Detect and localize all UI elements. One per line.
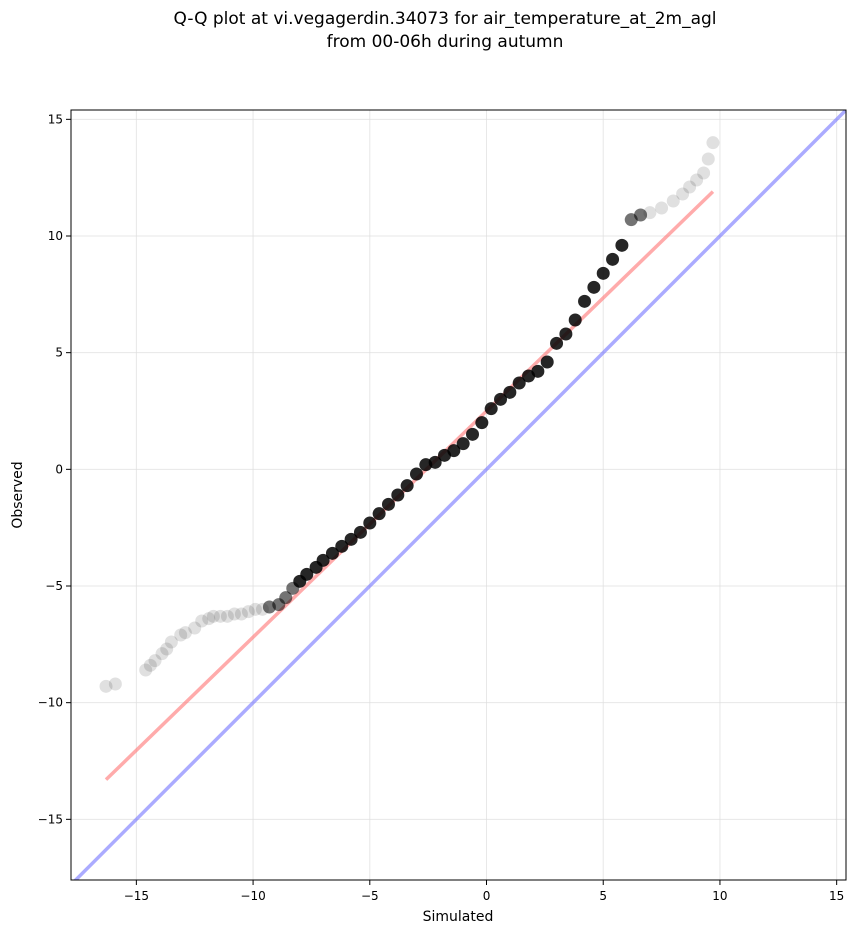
data-point [148, 654, 162, 668]
x-tick-label-3: 0 [483, 889, 491, 903]
identity-line [73, 110, 846, 880]
data-point [578, 294, 592, 308]
data-point [325, 546, 339, 560]
data-point [363, 516, 377, 530]
x-tick-label-2: −5 [361, 889, 379, 903]
x-tick-label-4: 5 [599, 889, 607, 903]
data-point [643, 206, 657, 220]
y-axis-label: Observed [10, 461, 26, 528]
data-point [676, 187, 690, 201]
data-point [706, 136, 720, 150]
data-point [559, 327, 573, 341]
data-point [316, 553, 330, 567]
y-tick-label-3: 0 [55, 462, 63, 476]
data-point [409, 467, 423, 481]
y-tick-label-0: −15 [38, 812, 63, 826]
data-point [372, 507, 386, 521]
data-point [634, 208, 648, 222]
chart-title-line-2: from 00-06h during autumn [327, 32, 564, 52]
x-axis-label: Simulated [423, 909, 494, 925]
data-point [206, 609, 220, 623]
data-point [615, 238, 629, 252]
data-point [568, 313, 582, 327]
data-point [234, 607, 248, 621]
data-point [540, 355, 554, 369]
data-point [178, 626, 192, 640]
data-point [195, 614, 209, 628]
data-point [139, 663, 153, 677]
data-point [683, 180, 697, 194]
data-point [202, 612, 216, 626]
data-point [300, 567, 314, 581]
x-tick-label-5: 10 [712, 889, 727, 903]
data-point [164, 635, 178, 649]
data-point [143, 658, 157, 672]
data-point [344, 532, 358, 546]
reference-lines [73, 110, 846, 880]
data-point [531, 364, 545, 378]
data-point [596, 266, 610, 280]
y-tick-label-2: −5 [45, 579, 63, 593]
data-point [400, 479, 414, 493]
x-tick-label-0: −15 [124, 889, 149, 903]
data-point [690, 173, 704, 187]
data-point [381, 497, 395, 511]
plot-frame [70, 109, 847, 881]
data-point [697, 166, 711, 180]
data-point [279, 591, 293, 605]
x-tick-label-6: 15 [829, 889, 844, 903]
data-point [587, 280, 601, 294]
data-point [494, 392, 508, 406]
data-point [475, 416, 489, 430]
data-point [155, 647, 169, 661]
data-point [655, 201, 669, 215]
data-point [108, 677, 122, 691]
y-tick-label-5: 10 [48, 229, 63, 243]
data-point [248, 602, 262, 616]
data-point [503, 385, 517, 399]
data-points [99, 136, 720, 693]
data-point [512, 376, 526, 390]
data-point [428, 455, 442, 469]
x-axis-ticks: −15 −10 −5 0 5 10 15 [124, 880, 844, 903]
data-point [353, 525, 367, 539]
x-tick-label-1: −10 [240, 889, 265, 903]
data-point [447, 444, 461, 458]
data-point [466, 427, 480, 441]
data-point [456, 437, 470, 451]
data-point [174, 628, 188, 642]
data-point [335, 539, 349, 553]
data-point [213, 609, 227, 623]
y-tick-label-1: −10 [38, 696, 63, 710]
data-point [666, 194, 680, 208]
data-point [391, 488, 405, 502]
y-axis-ticks: −15 −10 −5 0 5 10 15 [38, 112, 71, 826]
chart-title-line-1: Q-Q plot at vi.vegagerdin.34073 for air_… [173, 9, 716, 29]
data-point [241, 605, 255, 619]
data-point [188, 621, 202, 635]
data-point [606, 252, 620, 266]
data-point [550, 336, 564, 350]
data-point [484, 402, 498, 416]
data-point [227, 607, 241, 621]
data-point [220, 609, 234, 623]
data-point [160, 642, 174, 656]
data-point [99, 679, 113, 693]
data-point [701, 152, 715, 166]
y-tick-label-6: 15 [48, 112, 63, 126]
y-tick-label-4: 5 [55, 346, 63, 360]
